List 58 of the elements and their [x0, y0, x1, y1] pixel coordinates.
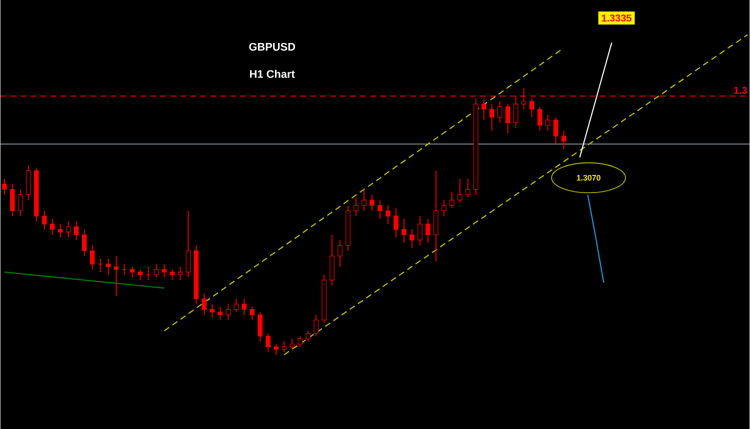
candlestick — [274, 343, 278, 356]
candlestick — [354, 196, 358, 216]
text: 1.3335 — [602, 14, 632, 22]
candlestick — [489, 103, 494, 131]
candlestick — [250, 306, 255, 320]
candlestick — [529, 98, 534, 118]
candlestick — [186, 210, 191, 278]
candlestick — [362, 188, 366, 211]
candlestick — [450, 191, 454, 208]
candlestick — [505, 103, 510, 134]
candlestick — [418, 215, 422, 246]
candlestick — [553, 116, 558, 144]
candlestick — [210, 303, 215, 318]
annotation: 1.3 — [734, 86, 748, 94]
candlestick — [202, 292, 207, 315]
candlestick — [58, 223, 63, 238]
candlestick — [50, 218, 55, 235]
candlestick — [386, 204, 390, 224]
candlestick — [122, 263, 127, 275]
candlestick — [426, 218, 430, 243]
candlestick — [114, 255, 119, 296]
candlestick — [130, 266, 135, 278]
candlestick — [338, 239, 342, 267]
candlestick — [537, 106, 542, 131]
chart-title: GBPUSD — [249, 42, 296, 50]
candlestick — [394, 207, 398, 238]
candlestick — [545, 114, 550, 131]
chart-subtitle: H1 Chart — [250, 70, 295, 78]
candlestick — [282, 340, 286, 352]
candlestick — [298, 335, 302, 347]
candlestick — [266, 332, 271, 352]
candlestick — [2, 178, 7, 195]
candlestick — [82, 228, 87, 256]
candlestick — [10, 183, 15, 216]
candlestick — [162, 263, 167, 278]
candlestick — [378, 199, 382, 219]
candlestick — [90, 244, 95, 270]
candlestick — [242, 298, 247, 315]
candlestick — [497, 100, 502, 123]
candlestick — [314, 314, 318, 336]
candlestick — [42, 210, 47, 230]
candlestick — [66, 220, 71, 238]
candlestick — [226, 303, 231, 320]
candlestick — [258, 311, 263, 342]
candlestick — [442, 199, 446, 216]
candlestick — [402, 218, 406, 243]
candlestick — [466, 178, 470, 198]
candlestick — [234, 298, 239, 312]
candlestick — [74, 220, 79, 240]
candlestick — [561, 130, 566, 150]
candlestick — [306, 330, 310, 342]
candlestick — [154, 263, 159, 278]
candlestick — [370, 194, 374, 211]
candlestick — [18, 188, 23, 216]
candlestick — [290, 338, 294, 350]
candlestick — [482, 98, 486, 120]
candlestick — [458, 178, 462, 203]
candlestick — [410, 228, 414, 248]
